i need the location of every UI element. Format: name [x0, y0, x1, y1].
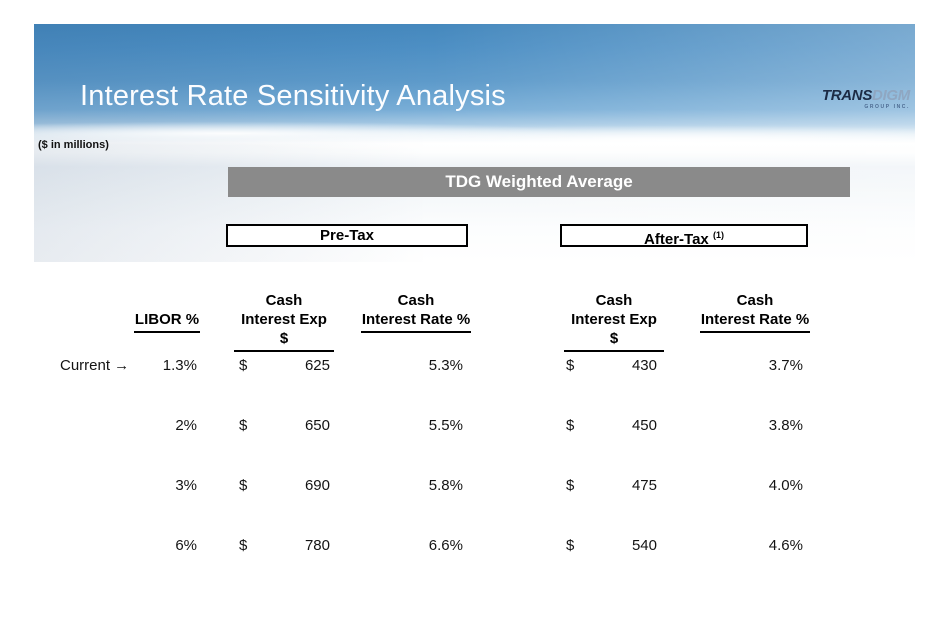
aftertax-footnote-marker: (1): [712, 230, 724, 240]
logo-text-digm: DIGM: [872, 87, 910, 104]
transdigm-logo: TRANSDIGM GROUP INC.: [822, 88, 910, 110]
transdigm-logo-wordmark: TRANSDIGM: [822, 88, 910, 103]
aftertax-currency-symbol: $: [566, 357, 575, 374]
pretax-interest-exp-value: 690: [304, 477, 330, 494]
table-row: 3% $ 690 5.8% $ 475 4.0%: [0, 477, 947, 495]
aftertax-currency-symbol: $: [566, 537, 575, 554]
aftertax-interest-rate-value: 4.0%: [768, 477, 803, 494]
pretax-interest-rate-value: 5.5%: [428, 417, 463, 434]
column-header-line2: Interest Rate %: [695, 310, 815, 333]
column-header-line1: Cash: [736, 292, 774, 309]
libor-value: 3%: [175, 477, 197, 494]
column-header-line1: Cash: [265, 292, 303, 309]
aftertax-interest-exp-value: 475: [631, 477, 657, 494]
pretax-interest-exp-value: 625: [304, 357, 330, 374]
aftertax-group-label: After-Tax: [644, 231, 709, 248]
section-banner-tdg-weighted-average: TDG Weighted Average: [228, 167, 850, 197]
table-row: 2% $ 650 5.5% $ 450 3.8%: [0, 417, 947, 435]
pretax-group-label: Pre-Tax: [320, 227, 374, 244]
pretax-interest-exp-value: 780: [304, 537, 330, 554]
pretax-interest-rate-value: 5.8%: [428, 477, 463, 494]
units-note: ($ in millions): [38, 139, 109, 151]
logo-subtitle: GROUP INC.: [864, 104, 910, 110]
table-row: Current → 1.3% $ 625 5.3% $ 430 3.7%: [0, 357, 947, 375]
aftertax-interest-exp-value: 430: [631, 357, 657, 374]
table-row: 6% $ 780 6.6% $ 540 4.6%: [0, 537, 947, 555]
pretax-interest-rate-value: 6.6%: [428, 537, 463, 554]
pretax-currency-symbol: $: [239, 357, 248, 374]
group-box-pretax: Pre-Tax: [226, 224, 468, 247]
aftertax-currency-symbol: $: [566, 477, 575, 494]
aftertax-interest-rate-value: 3.8%: [768, 417, 803, 434]
aftertax-currency-symbol: $: [566, 417, 575, 434]
column-header-aftertax-rate: Cash Interest Rate %: [695, 291, 815, 333]
column-header-line1: Cash: [595, 292, 633, 309]
libor-value: 1.3%: [162, 357, 197, 374]
page-title: Interest Rate Sensitivity Analysis: [80, 80, 506, 112]
column-header-pretax-rate: Cash Interest Rate %: [356, 291, 476, 333]
column-header-line2: Interest Exp $: [234, 310, 334, 352]
pretax-currency-symbol: $: [239, 537, 248, 554]
row-label-current: Current →: [60, 357, 130, 374]
logo-text-trans: TRANS: [821, 87, 873, 104]
column-header-aftertax-exp: Cash Interest Exp $: [564, 291, 664, 352]
aftertax-interest-rate-value: 4.6%: [768, 537, 803, 554]
aftertax-interest-rate-value: 3.7%: [768, 357, 803, 374]
aftertax-interest-exp-value: 450: [631, 417, 657, 434]
column-header-line2: Interest Exp $: [564, 310, 664, 352]
libor-value: 6%: [175, 537, 197, 554]
pretax-currency-symbol: $: [239, 417, 248, 434]
group-box-aftertax: After-Tax (1): [560, 224, 808, 248]
sky-header-banner: Interest Rate Sensitivity Analysis ($ in…: [34, 24, 915, 262]
column-header-libor: LIBOR %: [127, 310, 207, 333]
aftertax-interest-exp-value: 540: [631, 537, 657, 554]
pretax-interest-rate-value: 5.3%: [428, 357, 463, 374]
pretax-currency-symbol: $: [239, 477, 248, 494]
column-header-line1: Cash: [397, 292, 435, 309]
pretax-interest-exp-value: 650: [304, 417, 330, 434]
column-header-pretax-exp: Cash Interest Exp $: [234, 291, 334, 352]
libor-value: 2%: [175, 417, 197, 434]
column-header-line2: Interest Rate %: [356, 310, 476, 333]
